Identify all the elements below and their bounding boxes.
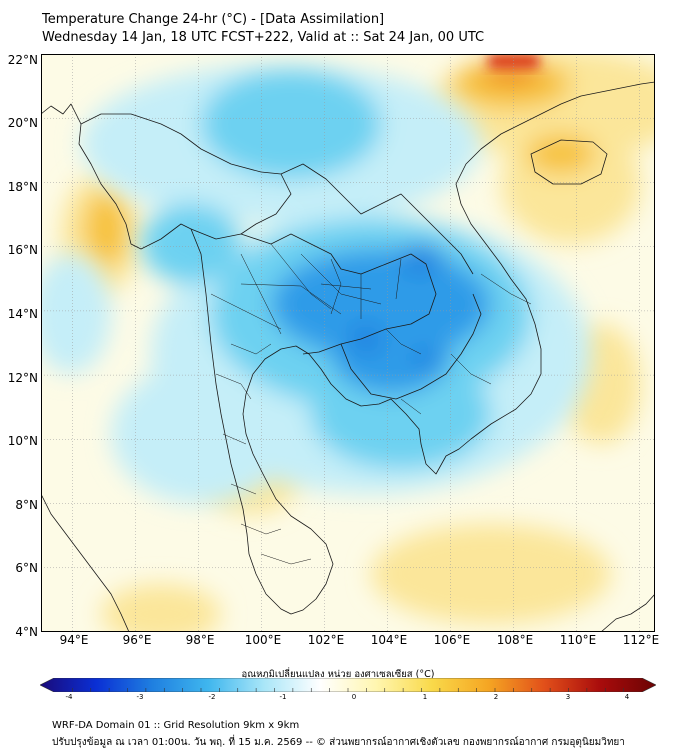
hot-spot <box>489 54 539 68</box>
myanmar-border <box>80 113 292 235</box>
thailand-border <box>190 228 437 355</box>
sumatra-coast <box>41 493 130 632</box>
lat-label: 6°N <box>15 561 38 575</box>
lon-label: 98°E <box>185 633 215 647</box>
cool-anomaly-field <box>41 64 591 504</box>
province-lines <box>210 243 532 565</box>
colorbar-tick-label: 3 <box>565 693 571 701</box>
chart-subtitle: Wednesday 14 Jan, 18 UTC FCST+222, Valid… <box>42 30 485 45</box>
lon-label: 96°E <box>122 633 152 647</box>
colorbar-tick-label: 1 <box>422 693 428 701</box>
colorbar-tick-label: -2 <box>208 693 216 701</box>
colorbar-tick-label: 4 <box>624 693 630 701</box>
lon-label: 100°E <box>244 633 282 647</box>
lat-label: 14°N <box>7 307 38 321</box>
lat-label: 8°N <box>15 498 38 512</box>
lat-label: 18°N <box>7 180 38 194</box>
colorbar-tick-label: 0 <box>351 693 357 701</box>
colorbar-tick-marks <box>72 688 624 692</box>
colorbar <box>40 678 656 692</box>
temperature-change-map <box>41 54 655 632</box>
lat-lon-gridlines <box>41 54 655 632</box>
laos-border <box>280 163 474 275</box>
colorbar-label: อุณหภูมิเปลี่ยนแปลง หน่วย องศาเซลเซียส (… <box>241 669 435 680</box>
footer-model-info: WRF-DA Domain 01 :: Grid Resolution 9km … <box>52 720 300 731</box>
borneo-coast <box>600 593 655 632</box>
lon-label: 102°E <box>307 633 345 647</box>
lat-label: 22°N <box>7 53 38 67</box>
coastlines-borders <box>41 81 655 632</box>
chart-title: Temperature Change 24-hr (°C) - [Data As… <box>42 12 385 27</box>
lon-label: 106°E <box>433 633 471 647</box>
lat-label: 20°N <box>7 116 38 130</box>
mainland-coastline <box>41 81 655 615</box>
colorbar-tick-label: -1 <box>279 693 287 701</box>
lat-label: 10°N <box>7 434 38 448</box>
lon-label: 108°E <box>496 633 534 647</box>
colorbar-tick-label: -4 <box>65 693 73 701</box>
lon-label: 94°E <box>59 633 89 647</box>
lat-label: 12°N <box>7 371 38 385</box>
lon-label: 110°E <box>559 633 597 647</box>
lat-label: 16°N <box>7 243 38 257</box>
map-border <box>41 54 655 632</box>
colorbar-gradient <box>40 678 656 692</box>
lon-label: 112°E <box>622 633 660 647</box>
hainan-island <box>530 139 608 185</box>
lat-label: 4°N <box>15 625 38 639</box>
lon-label: 104°E <box>370 633 408 647</box>
cambodia-border <box>340 293 482 400</box>
colorbar-tick-label: 2 <box>493 693 499 701</box>
footer-credit: ปรับปรุงข้อมูล ณ เวลา 01:00น. วัน พฤ. ที… <box>52 737 625 748</box>
colorbar-tick-label: -3 <box>136 693 144 701</box>
